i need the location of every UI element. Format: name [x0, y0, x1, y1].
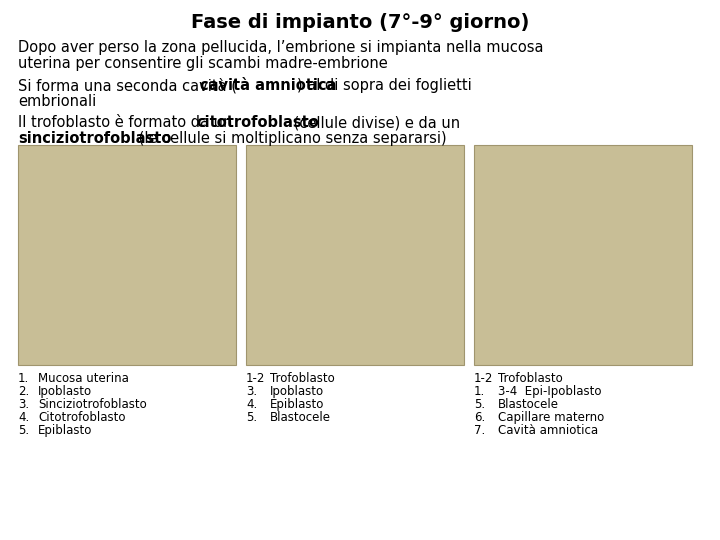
Text: 7.: 7.	[474, 424, 485, 437]
Text: sinciziotrofoblasto: sinciziotrofoblasto	[18, 131, 171, 146]
Text: Capillare materno: Capillare materno	[498, 411, 604, 424]
Text: Trofoblasto: Trofoblasto	[498, 372, 563, 385]
Text: Ipoblasto: Ipoblasto	[270, 385, 324, 398]
Text: Si forma una seconda cavità (: Si forma una seconda cavità (	[18, 78, 237, 93]
Bar	[18, 145, 236, 365]
Text: (le cellule si moltiplicano senza separarsi): (le cellule si moltiplicano senza separa…	[134, 131, 446, 146]
Text: Blastocele: Blastocele	[498, 398, 559, 411]
Text: (cellule divise) e da un: (cellule divise) e da un	[289, 115, 460, 130]
Text: 6.: 6.	[474, 411, 485, 424]
Text: uterina per consentire gli scambi madre-embrione: uterina per consentire gli scambi madre-…	[18, 56, 388, 71]
Text: Citotrofoblasto: Citotrofoblasto	[38, 411, 125, 424]
Text: Trofoblasto: Trofoblasto	[270, 372, 335, 385]
Text: Mucosa uterina: Mucosa uterina	[38, 372, 129, 385]
Text: Il trofoblasto è formato da un: Il trofoblasto è formato da un	[18, 115, 237, 130]
Text: 3.: 3.	[18, 398, 29, 411]
Text: 4.: 4.	[246, 398, 257, 411]
Text: Fase di impianto (7°-9° giorno): Fase di impianto (7°-9° giorno)	[191, 13, 529, 32]
Text: ) al di sopra dei foglietti: ) al di sopra dei foglietti	[297, 78, 472, 93]
Text: Cavità amniotica: Cavità amniotica	[498, 424, 598, 437]
Text: Dopo aver perso la zona pellucida, l’embrione si impianta nella mucosa: Dopo aver perso la zona pellucida, l’emb…	[18, 40, 544, 55]
Text: 2.: 2.	[18, 385, 30, 398]
Text: 4.: 4.	[18, 411, 30, 424]
Text: Epiblasto: Epiblasto	[270, 398, 325, 411]
Bar	[246, 145, 464, 365]
Text: cavità amniotica: cavità amniotica	[200, 78, 336, 93]
Text: 1.: 1.	[18, 372, 30, 385]
Text: 3-4  Epi-Ipoblasto: 3-4 Epi-Ipoblasto	[498, 385, 601, 398]
Text: 5.: 5.	[18, 424, 29, 437]
Text: 1.: 1.	[474, 385, 485, 398]
Text: 1-2: 1-2	[474, 372, 493, 385]
Text: 3.: 3.	[246, 385, 257, 398]
Text: embrionali: embrionali	[18, 94, 96, 109]
Text: Epiblasto: Epiblasto	[38, 424, 92, 437]
Text: 5.: 5.	[474, 398, 485, 411]
Text: citotrofoblasto: citotrofoblasto	[196, 115, 319, 130]
Text: Blastocele: Blastocele	[270, 411, 331, 424]
Text: Sinciziotrofoblasto: Sinciziotrofoblasto	[38, 398, 147, 411]
Text: 1-2: 1-2	[246, 372, 266, 385]
Text: Ipoblasto: Ipoblasto	[38, 385, 92, 398]
Text: 5.: 5.	[246, 411, 257, 424]
Bar	[474, 145, 692, 365]
